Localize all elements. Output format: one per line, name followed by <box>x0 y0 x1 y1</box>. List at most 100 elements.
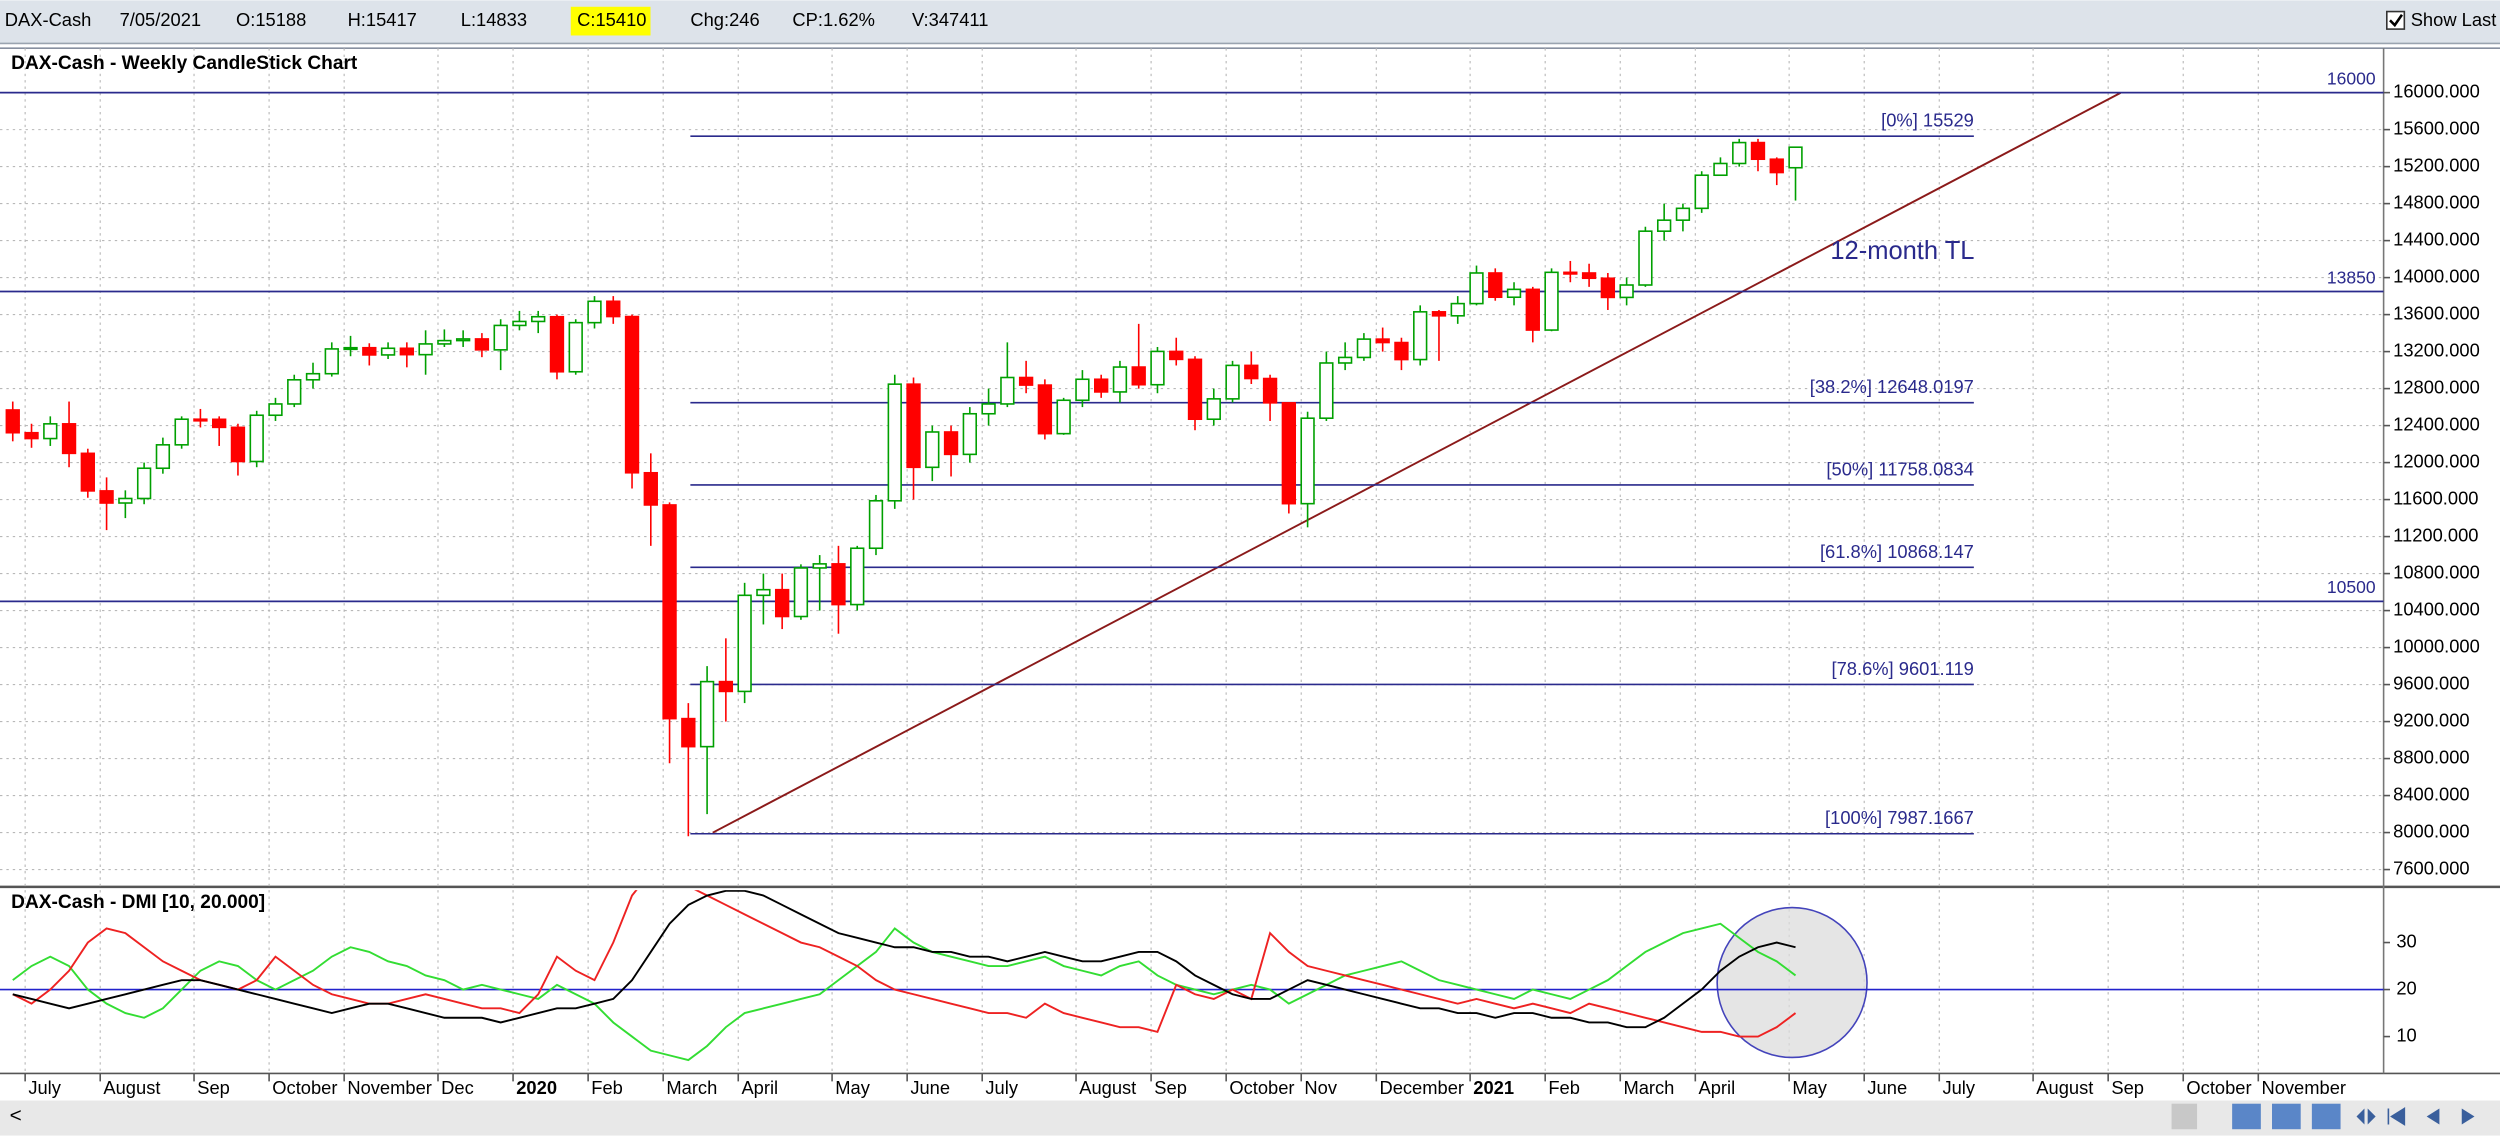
checkmark <box>2389 14 2403 28</box>
show-last-checkbox[interactable] <box>2386 10 2406 30</box>
candle-body <box>155 444 171 470</box>
y-tick-label: 14800.000 <box>2393 191 2480 212</box>
y-tick-label: 14400.000 <box>2393 228 2480 249</box>
candle-body <box>1000 376 1015 405</box>
grid <box>0 48 2384 1074</box>
candle-body <box>5 409 20 434</box>
toolbar-button[interactable] <box>2461 1108 2475 1125</box>
high: H:15417 <box>348 9 417 30</box>
volume: V:347411 <box>912 9 988 30</box>
candle-body <box>1713 162 1728 177</box>
candle-body <box>399 347 415 356</box>
x-tick-label: Feb <box>1548 1077 1580 1098</box>
candle-body <box>1619 284 1634 299</box>
candle-body <box>962 412 977 456</box>
candle-body <box>1656 219 1672 232</box>
candle-body <box>1337 356 1353 364</box>
candle-body <box>287 379 302 405</box>
scroll-left[interactable]: < <box>10 1104 22 1127</box>
y-tick-label: 12800.000 <box>2393 376 2480 397</box>
candle-body <box>118 497 133 504</box>
fib-label: [61.8%] 10868.147 <box>1820 541 1974 562</box>
candle-body <box>981 403 996 415</box>
y-tick-label: 16000.000 <box>2393 80 2480 101</box>
level-label: 16000 <box>2327 68 2376 88</box>
header-bar <box>0 0 2500 44</box>
y-tick-label: 9200.000 <box>2393 709 2469 730</box>
candle-body <box>174 418 189 446</box>
x-tick-label: August <box>103 1077 160 1098</box>
candle-body <box>568 321 583 373</box>
scrollbar[interactable] <box>0 1100 2500 1136</box>
candle-body <box>1544 271 1559 331</box>
toolbar-button[interactable] <box>2232 1103 2261 1130</box>
scroll-thumb[interactable] <box>2171 1103 2198 1130</box>
y-tick-label: 11600.000 <box>2393 487 2478 508</box>
candle-body <box>268 403 283 417</box>
low: L:14833 <box>461 9 527 30</box>
candle-body <box>1394 341 1409 361</box>
toolbar-button[interactable] <box>2356 1108 2376 1125</box>
candle-body <box>1769 158 1784 174</box>
candle-body <box>1431 311 1447 317</box>
x-tick-label: June <box>910 1077 950 1098</box>
price-title: DAX-Cash - Weekly CandleStick Chart <box>11 53 358 74</box>
candle-body <box>587 300 602 324</box>
x-tick-label: April <box>1699 1077 1736 1098</box>
dmi-panel <box>0 890 2384 1062</box>
x-tick-label: November <box>2261 1077 2346 1098</box>
candle-body <box>737 594 752 693</box>
candle-body <box>906 383 921 469</box>
dmi-title: DAX-Cash - DMI [10, 20.000] <box>11 892 265 913</box>
y-tick-label: 9600.000 <box>2393 672 2469 693</box>
candle-body <box>1206 398 1221 421</box>
candle-body <box>1600 277 1616 299</box>
y-tick-label: 8400.000 <box>2393 783 2469 804</box>
candle-body <box>1638 230 1653 286</box>
x-tick-label: June <box>1867 1077 1907 1098</box>
x-tick-label: May <box>1792 1077 1827 1098</box>
candle-body <box>474 338 490 351</box>
y-tick-label: 20 <box>2396 977 2416 998</box>
candle-body <box>943 431 959 456</box>
change-pct: CP:1.62% <box>792 9 875 30</box>
y-tick-label: 13600.000 <box>2393 302 2480 323</box>
x-tick-label: July <box>28 1077 61 1098</box>
candle-body <box>437 339 452 345</box>
change: Chg:246 <box>690 9 759 30</box>
candle-body <box>305 372 321 381</box>
x-tick-label: Sep <box>1154 1077 1187 1098</box>
toolbar-button[interactable] <box>2426 1108 2440 1125</box>
x-tick-label: May <box>835 1077 870 1098</box>
candle-body <box>1262 377 1278 404</box>
show-last-label[interactable]: Show Last <box>2411 9 2497 30</box>
trend-annotation: 12-month TL <box>1830 237 1974 265</box>
candle-body <box>1094 378 1109 393</box>
y-tick-label: 30 <box>2396 930 2416 951</box>
toolbar-button[interactable] <box>2387 1107 2406 1126</box>
toolbar-button[interactable] <box>2272 1103 2301 1130</box>
toolbar-button[interactable] <box>2311 1103 2341 1130</box>
candle-body <box>1150 350 1165 386</box>
candle-body <box>230 426 246 463</box>
dmi-line <box>12 890 1797 1038</box>
candle-body <box>99 490 114 504</box>
close-highlight <box>570 6 651 36</box>
candle-body <box>624 315 640 474</box>
candle-body <box>793 567 809 618</box>
candle-body <box>1732 141 1747 165</box>
candle-body <box>1450 302 1465 317</box>
candle-body <box>455 338 471 342</box>
candle-body <box>868 499 884 550</box>
fib-label: [38.2%] 12648.0197 <box>1810 376 1974 397</box>
candle-body <box>24 431 39 440</box>
dmi-line <box>12 922 1797 1062</box>
x-tick-label: July <box>1942 1077 1975 1098</box>
candle-body <box>531 315 546 323</box>
date: 7/05/2021 <box>120 9 202 30</box>
candle-body <box>1750 141 1766 161</box>
candle-body <box>812 563 827 569</box>
level-label: 10500 <box>2327 577 2376 597</box>
